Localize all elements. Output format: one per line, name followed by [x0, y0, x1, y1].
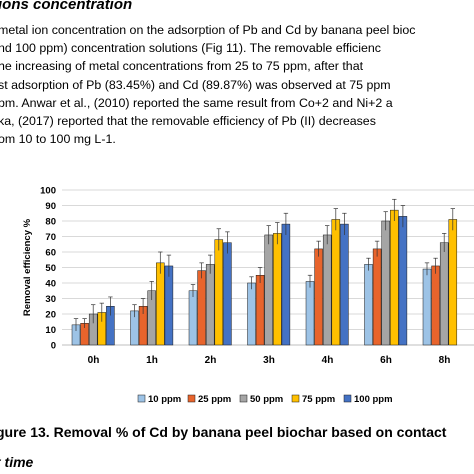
y-tick-label: 0 [51, 341, 56, 352]
bar [223, 242, 232, 346]
legend-label: 100 ppm [354, 394, 393, 405]
legend-swatch [239, 394, 248, 403]
bar [314, 248, 323, 346]
y-tick-label: 90 [45, 201, 56, 212]
paragraph-line: pm. Anwar et al., (2010) reported the sa… [0, 95, 393, 110]
y-tick-label: 10 [45, 325, 56, 336]
bar [188, 290, 198, 346]
y-tick-label: 80 [45, 217, 56, 228]
legend-swatch [187, 394, 196, 403]
legend-label: 75 ppm [302, 394, 335, 405]
bar [214, 239, 224, 346]
legend-swatch [137, 394, 146, 403]
figure-caption-continued: t time [0, 454, 34, 470]
legend-label: 25 ppm [198, 394, 231, 405]
bar [164, 265, 174, 346]
x-category-label: 2h [205, 355, 217, 366]
y-tick-label: 40 [45, 279, 56, 290]
y-axis-label: Removal efficiency % [22, 218, 33, 316]
paragraph-line: om 10 to 100 mg L-1. [0, 132, 116, 147]
paragraph-line: he increasing of metal concentrations fr… [0, 59, 364, 74]
bar [390, 209, 399, 346]
y-tick-label: 60 [45, 248, 56, 259]
bar [305, 281, 315, 346]
bar [448, 219, 458, 346]
bar [322, 234, 332, 346]
y-tick-label: 50 [45, 263, 56, 274]
legend-label: 10 ppm [148, 394, 181, 405]
paragraph-line: ka, (2017) reported that the removable e… [0, 114, 376, 129]
x-category-label: 6h [380, 355, 392, 366]
x-category-label: 4h [322, 355, 334, 366]
bar [281, 223, 291, 346]
bar [431, 265, 440, 346]
bar [398, 216, 408, 346]
bar [205, 264, 215, 346]
bar [331, 219, 341, 346]
x-category-label: 3h [263, 355, 275, 366]
bar [264, 234, 273, 346]
bar [381, 220, 390, 346]
paragraph: metal ion concentration on the adsorptio… [0, 21, 415, 148]
figure-caption: gure 13. Removal % of Cd by banana peel … [0, 424, 447, 440]
bar [439, 242, 449, 346]
bar [197, 270, 206, 346]
bar [422, 268, 432, 346]
legend-label: 50 ppm [250, 394, 283, 405]
y-tick-label: 20 [45, 310, 56, 321]
bar [340, 223, 349, 346]
bar [156, 262, 165, 346]
y-tick-label: 70 [45, 232, 56, 243]
bar [255, 275, 265, 346]
legend-swatch [291, 394, 300, 403]
x-category-label: 0h [88, 355, 100, 366]
x-category-label: 8h [439, 355, 451, 366]
legend-swatch [343, 394, 352, 403]
bar [273, 233, 282, 346]
bar [247, 282, 256, 346]
paragraph-line: metal ion concentration on the adsorptio… [0, 23, 416, 37]
x-category-label: 1h [146, 355, 158, 366]
y-tick-label: 30 [45, 294, 56, 305]
paragraph-line: st adsorption of Pb (83.45%) and Cd (89.… [0, 77, 391, 92]
y-tick-label: 100 [40, 186, 56, 197]
paragraph-line: nd 100 ppm) concentration solutions (Fig… [0, 41, 381, 56]
bar [372, 248, 382, 346]
bar [364, 264, 373, 346]
section-heading: ions concentration [0, 0, 133, 13]
